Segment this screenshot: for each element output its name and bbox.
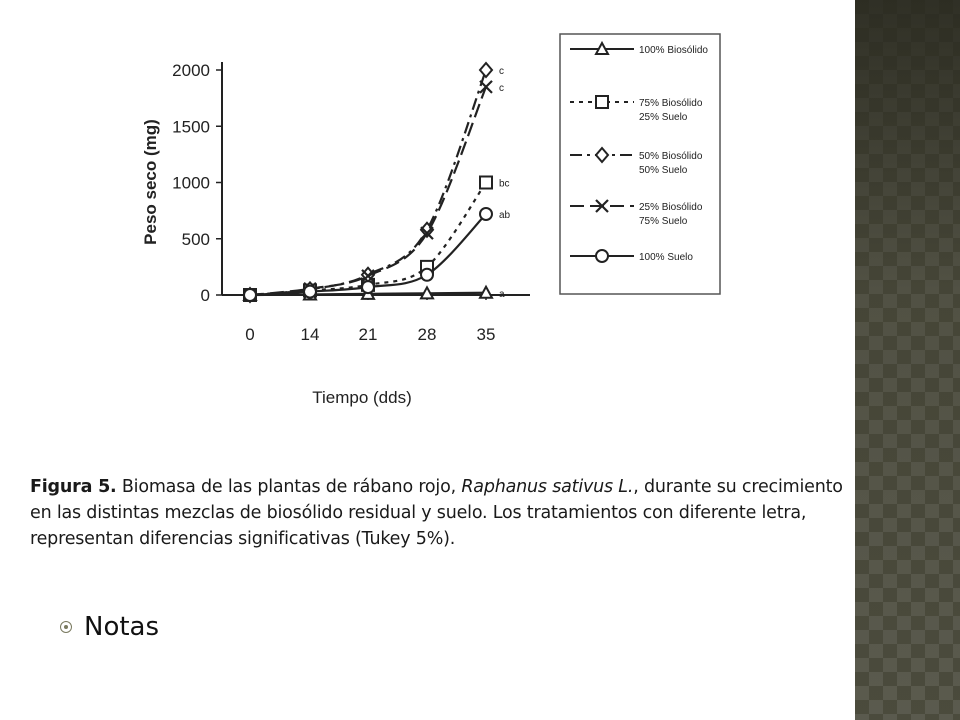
series-3: c (242, 61, 504, 304)
data-point (479, 207, 493, 221)
y-tick-label: 0 (201, 286, 210, 305)
significance-letter: c (499, 83, 504, 94)
legend-box (559, 33, 721, 295)
notes-bullet: Notas (60, 612, 159, 642)
series-5: ab (243, 207, 511, 302)
data-point (361, 280, 375, 295)
y-tick-label: 1500 (172, 117, 210, 136)
chart-axes: 0 500 1000 1500 2000 0 14 21 28 35 Tiempo (dds) Pes… (141, 61, 530, 407)
data-point (243, 288, 257, 302)
figure-label: Figura 5. (30, 477, 117, 497)
figure-caption: Figura 5. Biomasa de las plantas de rába… (30, 474, 845, 552)
x-tick-label: 21 (359, 325, 378, 344)
legend-label: 75% Biosólido (639, 98, 703, 109)
legend-marker (594, 146, 610, 164)
data-point (479, 175, 493, 190)
legend-item: 50% Biosólido 50% Suelo (570, 146, 703, 176)
series-2: bc (243, 175, 510, 302)
legend-label: 75% Suelo (639, 216, 688, 227)
series-line (249, 86, 488, 297)
data-point (478, 284, 494, 299)
significance-letter: a (499, 289, 505, 300)
x-tick-label: 28 (418, 325, 437, 344)
y-axis-label: Peso seco (mg) (141, 119, 160, 245)
notes-text: Notas (84, 612, 160, 642)
data-point (478, 61, 494, 79)
legend-label: 50% Suelo (639, 165, 688, 176)
x-axis-label: Tiempo (dds) (312, 388, 412, 407)
x-tick-label: 35 (477, 325, 496, 344)
target-bullet-icon (60, 621, 72, 633)
y-tick-label: 500 (182, 230, 210, 249)
legend-label: 25% Biosólido (639, 202, 703, 213)
legend-label: 50% Biosólido (639, 151, 703, 162)
legend-marker (595, 95, 609, 109)
significance-letter: ab (499, 210, 511, 221)
legend-marker (595, 199, 609, 213)
caption-text-after: , durante su crecimiento en las distinta… (30, 477, 843, 549)
y-tick-label: 1000 (172, 174, 210, 193)
legend-label: 100% Biosólido (639, 45, 708, 56)
legend-marker (594, 40, 610, 55)
significance-letter: bc (499, 179, 510, 190)
decorative-side-panel (855, 0, 960, 720)
data-point (303, 284, 317, 299)
chart-series: a bc cc ab (242, 61, 511, 304)
significance-letter: c (499, 66, 504, 77)
legend-label: 25% Suelo (639, 112, 688, 123)
chart-legend: 100% Biosólido 75% Biosólido 25% Suelo 50% … (559, 33, 721, 295)
x-tick-label: 14 (301, 325, 320, 344)
legend-label: 100% Suelo (639, 252, 693, 263)
legend-marker (595, 249, 609, 263)
caption-text-before: Biomasa de las plantas de rábano rojo, (116, 477, 462, 497)
species-name: Raphanus sativus L. (461, 477, 634, 497)
data-point (419, 285, 435, 300)
y-tick-label: 2000 (172, 61, 210, 80)
series-4: c (243, 80, 504, 302)
data-point (420, 267, 434, 282)
data-point (361, 269, 375, 283)
legend-item: 100% Suelo (570, 249, 693, 263)
legend-item: 75% Biosólido 25% Suelo (570, 95, 703, 123)
x-tick-label: 0 (245, 325, 254, 344)
data-point (479, 80, 493, 94)
data-point (420, 226, 434, 240)
biomass-line-chart: 0 500 1000 1500 2000 0 14 21 28 35 Tiempo (dds) Pes… (141, 33, 721, 407)
legend-item: 25% Biosólido 75% Suelo (570, 199, 703, 227)
legend-item: 100% Biosólido (570, 40, 708, 56)
